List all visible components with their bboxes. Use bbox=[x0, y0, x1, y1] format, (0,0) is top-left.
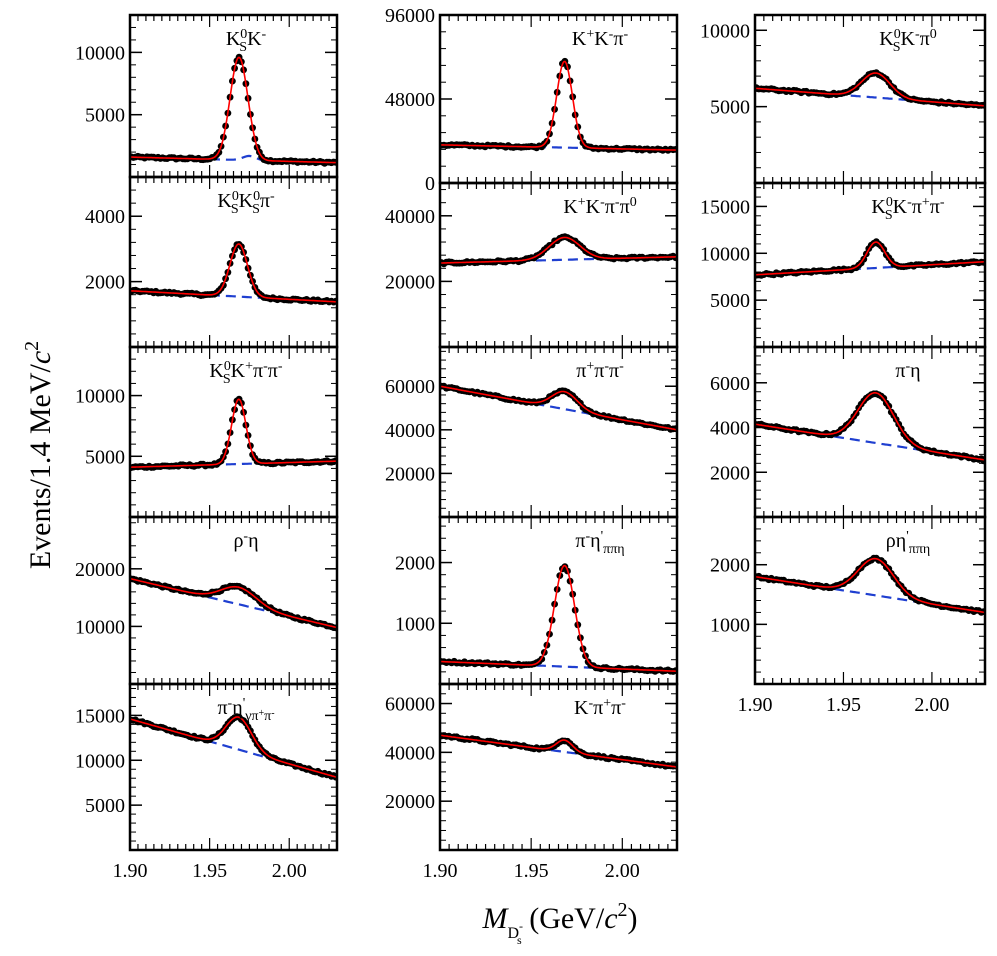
channel-label: π-η'γπ+π- bbox=[217, 696, 274, 724]
panel-pi-eta-pi-pi-eta-: 1000 2000 π-η'ππη bbox=[395, 515, 679, 686]
channel-label: K-π+π- bbox=[574, 696, 626, 719]
y-tick-label: 1000 bbox=[710, 614, 750, 636]
panel-frame bbox=[438, 682, 679, 852]
y-tick-label: 15000 bbox=[75, 705, 125, 727]
x-tick-label: 1.95 bbox=[192, 860, 227, 882]
y-tick-label: 4000 bbox=[85, 206, 125, 228]
y-tick-label: 10000 bbox=[700, 243, 750, 265]
y-tick-label: 20000 bbox=[385, 463, 435, 485]
y-tick-label: 4000 bbox=[710, 418, 750, 440]
panel-frame bbox=[438, 515, 679, 686]
panel-frame bbox=[438, 13, 679, 185]
fit-curve bbox=[440, 564, 677, 672]
fit-curve bbox=[130, 577, 337, 629]
y-tick-label: 10000 bbox=[75, 386, 125, 408]
y-tick-label: 48000 bbox=[385, 89, 435, 111]
fit-curve bbox=[130, 56, 337, 164]
y-tick-label: 2000 bbox=[710, 555, 750, 577]
fit-curve bbox=[755, 72, 985, 107]
panel-ks0-k-pi-pi-: 5000 10000 K0 SK+π-π- bbox=[75, 345, 339, 519]
y-tick-label: 60000 bbox=[385, 694, 435, 716]
panel-rho-eta-pi-pi-eta-: 1000 2000 ρη'ππη bbox=[710, 515, 987, 686]
y-tick-label: 6000 bbox=[710, 373, 750, 395]
y-tick-label: 5000 bbox=[85, 446, 125, 468]
channel-label: K0 SK- bbox=[226, 27, 267, 55]
fit-curve bbox=[755, 392, 985, 461]
panel-k-pi-pi-: 20000 40000 60000 K-π+π- bbox=[385, 682, 679, 852]
channel-label: K0 SK-π0 bbox=[879, 27, 936, 55]
panel-ks0-k-pi-pi-: 5000 10000 15000 K0 SK-π+π- bbox=[700, 181, 987, 349]
x-tick-label: 1.90 bbox=[423, 860, 458, 882]
channel-label: π-η'ππη bbox=[575, 529, 624, 557]
y-tick-label: 20000 bbox=[75, 559, 125, 581]
panel-k-k-pi-: 0 48000 96000 K+K-π- bbox=[385, 5, 679, 195]
channel-label: ρη'ππη bbox=[886, 529, 930, 557]
fit-curve bbox=[755, 557, 985, 614]
fit-curve bbox=[130, 398, 337, 468]
y-tick-label: 2000 bbox=[710, 462, 750, 484]
y-tick-label: 1000 bbox=[395, 613, 435, 635]
y-tick-label: 40000 bbox=[385, 420, 435, 442]
channel-label: K+K-π- bbox=[572, 27, 629, 50]
x-axis-title: MD-s (GeV/c2) bbox=[481, 899, 637, 947]
y-tick-label: 20000 bbox=[385, 271, 435, 293]
y-tick-label: 20000 bbox=[385, 791, 435, 813]
x-tick-label: 1.95 bbox=[826, 694, 861, 716]
panel-pi-pi-pi-: 20000 40000 60000 π+π-π- bbox=[385, 345, 679, 519]
x-tick-label: 2.00 bbox=[605, 860, 640, 882]
x-tick-label: 1.90 bbox=[738, 694, 773, 716]
fit-curve bbox=[440, 385, 677, 431]
panel-frame bbox=[128, 682, 339, 852]
y-tick-label: 96000 bbox=[385, 5, 435, 27]
y-tick-label: 40000 bbox=[385, 742, 435, 764]
y-tick-label: 5000 bbox=[710, 97, 750, 119]
fit-curve bbox=[440, 60, 677, 151]
channel-label: K+K-π-π0 bbox=[563, 195, 636, 218]
panel-frame bbox=[753, 515, 987, 686]
panel-frame bbox=[753, 13, 987, 185]
y-tick-label: 10000 bbox=[700, 20, 750, 42]
fit-curve bbox=[130, 716, 337, 779]
panel-ks0-ks0-pi-: 2000 4000 K0 SK0 Sπ- bbox=[85, 175, 339, 349]
fit-curve bbox=[440, 236, 677, 264]
channel-label: K0 SK-π+π- bbox=[871, 195, 945, 223]
panel-frame bbox=[438, 345, 679, 519]
y-tick-label: 10000 bbox=[75, 616, 125, 638]
y-axis-title: Events/1.4 MeV/c2 bbox=[21, 341, 57, 569]
y-tick-label: 5000 bbox=[85, 105, 125, 127]
y-tick-label: 40000 bbox=[385, 206, 435, 228]
fit-curve bbox=[130, 243, 337, 303]
panel-pi-eta-gamma-pi-pi-: 5000 10000 15000 π-η'γπ+π- bbox=[75, 682, 339, 852]
y-tick-label: 60000 bbox=[385, 376, 435, 398]
panel-pi-eta: 2000 4000 6000 π-η bbox=[710, 345, 987, 519]
fit-curve bbox=[755, 241, 985, 276]
fit-curve bbox=[440, 734, 677, 768]
panel-rho-eta: 10000 20000 ρ-η bbox=[75, 515, 339, 686]
y-tick-label: 2000 bbox=[85, 272, 125, 294]
y-tick-label: 2000 bbox=[395, 553, 435, 575]
y-tick-label: 10000 bbox=[75, 750, 125, 772]
channel-label: π+π-π- bbox=[576, 359, 624, 382]
channel-label: K0 SK0 Sπ- bbox=[217, 189, 275, 217]
y-tick-label: 15000 bbox=[700, 196, 750, 218]
panel-ks0-k-: 5000 10000 K0 SK- bbox=[75, 13, 339, 179]
panel-ks0-k-pi0: 5000 10000 K0 SK-π0 bbox=[700, 13, 987, 185]
y-tick-label: 5000 bbox=[710, 290, 750, 312]
x-tick-label: 1.90 bbox=[113, 860, 148, 882]
x-tick-label: 1.95 bbox=[514, 860, 549, 882]
channel-label: K0 SK+π-π- bbox=[209, 359, 283, 387]
x-tick-label: 2.00 bbox=[272, 860, 307, 882]
x-tick-label: 2.00 bbox=[914, 694, 949, 716]
channel-label: ρ-η bbox=[233, 529, 258, 552]
y-tick-label: 10000 bbox=[75, 42, 125, 64]
channel-label: π-η bbox=[895, 359, 920, 382]
panel-k-k-pi-pi0: 20000 40000 K+K-π-π0 bbox=[385, 181, 679, 349]
y-tick-label: 5000 bbox=[85, 795, 125, 817]
y-tick-label: 0 bbox=[425, 173, 435, 195]
